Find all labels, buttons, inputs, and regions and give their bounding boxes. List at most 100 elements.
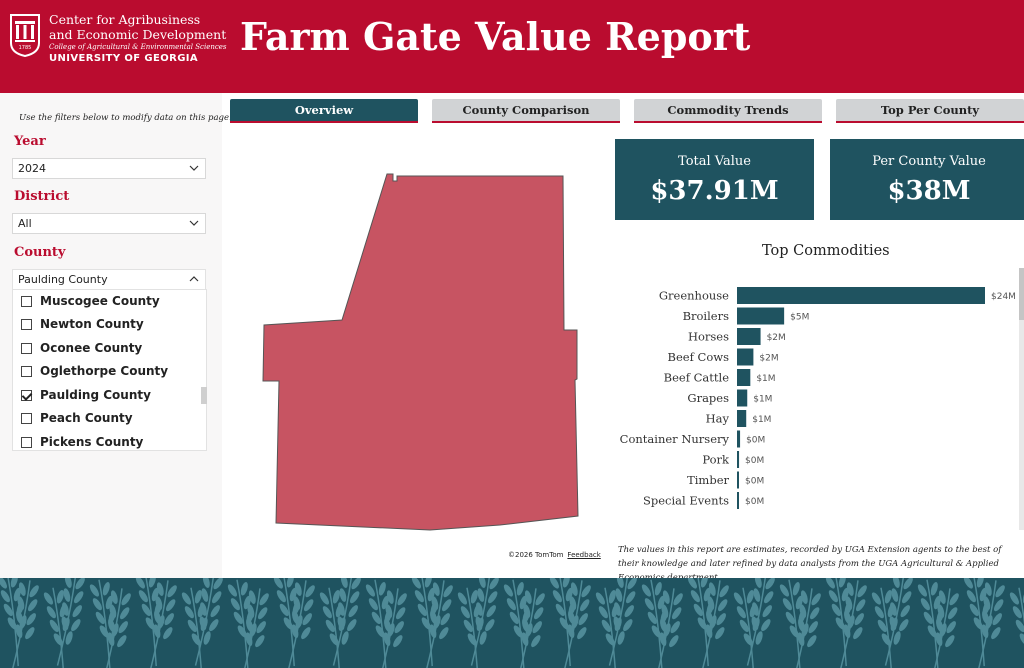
total-value-card: Total Value $37.91M xyxy=(615,139,814,220)
org-name-line2: and Economic Development xyxy=(49,27,227,42)
checkbox[interactable] xyxy=(21,318,32,330)
year-filter-label: Year xyxy=(14,134,46,149)
wheat-stalk xyxy=(829,578,874,668)
wheat-stalk xyxy=(691,578,736,668)
county-option[interactable]: Oconee County xyxy=(21,338,142,358)
chevron-down-icon xyxy=(189,220,199,226)
data-label: $2M xyxy=(759,354,778,364)
tab-overview[interactable]: Overview xyxy=(230,99,418,123)
wheat-stalk xyxy=(553,578,598,668)
data-label: $0M xyxy=(745,497,764,507)
data-label: $0M xyxy=(745,456,764,466)
county-option-label: Pickens County xyxy=(40,435,144,449)
list-scrollbar[interactable] xyxy=(201,387,207,404)
filter-hint: Use the filters below to modify data on … xyxy=(19,113,232,123)
county-option-label: Peach County xyxy=(40,411,133,425)
category-label: Horses xyxy=(688,330,729,344)
wheat-pattern-decoration xyxy=(0,578,1024,668)
filter-sidebar: Use the filters below to modify data on … xyxy=(0,93,232,578)
category-label: Beef Cows xyxy=(668,350,730,364)
total-value-label: Total Value xyxy=(678,154,751,169)
tab-top-per-county[interactable]: Top Per County xyxy=(836,99,1024,123)
report-header: 1785 Center for Agribusiness and Economi… xyxy=(0,0,1024,93)
district-dropdown-value: All xyxy=(18,217,32,230)
commodity-bar[interactable] xyxy=(737,328,761,345)
data-label: $1M xyxy=(753,395,772,405)
commodity-bar[interactable] xyxy=(737,430,741,448)
checkbox[interactable] xyxy=(21,342,32,354)
wheat-stalk xyxy=(139,578,184,668)
category-label: Special Events xyxy=(643,494,729,508)
map-attribution: ©2026 TomTom Feedback xyxy=(508,551,601,559)
category-label: Greenhouse xyxy=(659,289,729,303)
college-name: College of Agricultural & Environmental … xyxy=(49,43,227,51)
category-label: Timber xyxy=(687,473,729,487)
wheat-stalk xyxy=(415,578,460,668)
checkbox[interactable] xyxy=(21,295,32,307)
county-option[interactable]: Oglethorpe County xyxy=(21,361,168,381)
total-value: $37.91M xyxy=(650,176,779,206)
checkbox[interactable] xyxy=(21,436,32,448)
commodity-bar[interactable] xyxy=(737,348,754,366)
chart-scrollbar-thumb[interactable] xyxy=(1019,268,1024,320)
county-dropdown-value: Paulding County xyxy=(18,273,108,286)
data-label: $0M xyxy=(745,477,764,487)
chevron-up-icon xyxy=(189,276,199,282)
data-label: $1M xyxy=(756,374,775,384)
checkbox[interactable] xyxy=(21,412,32,424)
data-label: $1M xyxy=(752,415,771,425)
checkbox-checked[interactable] xyxy=(21,389,32,401)
commodity-bar[interactable] xyxy=(737,471,739,489)
year-dropdown[interactable]: 2024 xyxy=(12,158,206,179)
category-label: Pork xyxy=(702,453,730,467)
county-option-selected[interactable]: Paulding County xyxy=(21,385,151,405)
top-commodities-chart: Greenhouse $24M Broilers $5M Horses $2M Beef C… xyxy=(620,287,1016,509)
uga-arch-shield-logo: 1785 xyxy=(10,14,40,57)
county-dropdown[interactable]: Paulding County xyxy=(12,269,206,290)
tab-county-comparison[interactable]: County Comparison xyxy=(432,99,620,123)
per-county-value-card: Per County Value $38M xyxy=(830,139,1024,220)
commodity-bar[interactable] xyxy=(737,389,748,407)
checkbox[interactable] xyxy=(21,365,32,377)
data-label: $5M xyxy=(790,313,809,323)
commodity-bar[interactable] xyxy=(737,307,785,325)
org-name-line1: Center for Agribusiness xyxy=(49,12,201,27)
per-county-value-label: Per County Value xyxy=(872,154,986,169)
commodity-bar[interactable] xyxy=(737,369,751,386)
county-options-list[interactable]: Muscogee County Newton County Oconee Cou… xyxy=(12,289,207,451)
county-option[interactable]: Newton County xyxy=(21,314,144,334)
commodity-bar[interactable] xyxy=(737,410,747,427)
wheat-stalk xyxy=(1,578,46,668)
category-label: Beef Cattle xyxy=(664,371,730,385)
chart-title: Top Commodities xyxy=(762,243,890,259)
commodity-bar[interactable] xyxy=(737,287,985,304)
commodity-bar[interactable] xyxy=(737,451,740,468)
county-option[interactable]: Muscogee County xyxy=(21,291,160,311)
category-label: Container Nursery xyxy=(620,432,730,446)
year-dropdown-value: 2024 xyxy=(18,162,46,175)
county-map[interactable] xyxy=(255,168,585,538)
county-option-label: Oglethorpe County xyxy=(40,364,169,378)
data-label: $2M xyxy=(767,333,786,343)
wheat-stalk xyxy=(1006,584,1024,668)
chart-scrollbar[interactable] xyxy=(1019,268,1024,530)
wheat-stalk xyxy=(967,578,1012,668)
paulding-county-shape[interactable] xyxy=(255,168,585,538)
county-option-label: Oconee County xyxy=(40,341,143,355)
category-label: Hay xyxy=(706,412,730,426)
wheat-pattern-footer xyxy=(0,578,1024,668)
district-dropdown[interactable]: All xyxy=(12,213,206,234)
county-filter-label: County xyxy=(14,245,66,260)
county-option-label: Newton County xyxy=(40,317,144,331)
tomtom-attribution: ©2026 TomTom xyxy=(508,551,564,559)
tab-commodity-trends[interactable]: Commodity Trends xyxy=(634,99,822,123)
svg-text:1785: 1785 xyxy=(19,45,32,51)
county-option[interactable]: Pickens County xyxy=(21,432,143,452)
category-label: Broilers xyxy=(683,309,730,323)
commodity-bar[interactable] xyxy=(737,492,739,509)
university-name: UNIVERSITY OF GEORGIA xyxy=(49,53,199,64)
feedback-link[interactable]: Feedback xyxy=(567,551,601,559)
chevron-down-icon xyxy=(189,165,199,171)
county-option[interactable]: Peach County xyxy=(21,408,133,428)
data-label: $24M xyxy=(991,292,1016,302)
